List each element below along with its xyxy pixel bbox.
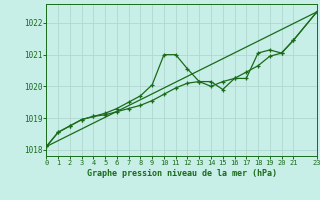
X-axis label: Graphe pression niveau de la mer (hPa): Graphe pression niveau de la mer (hPa) <box>87 169 276 178</box>
